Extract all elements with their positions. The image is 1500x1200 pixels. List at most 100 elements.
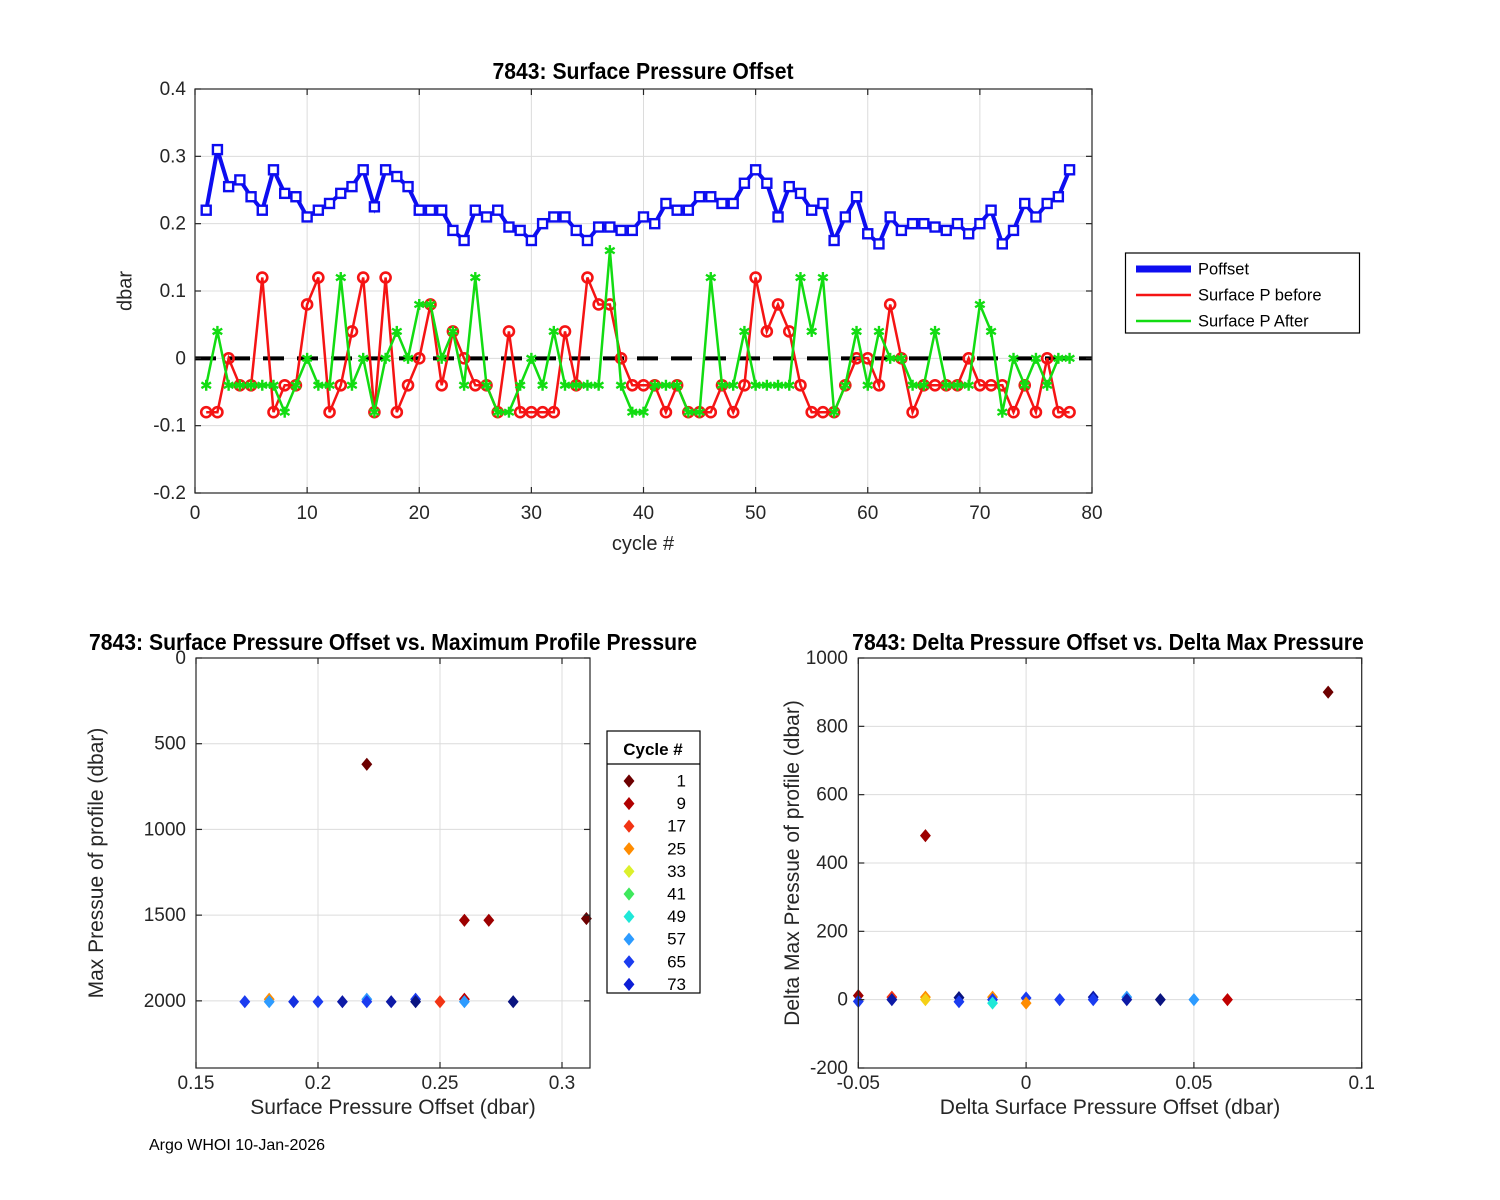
bottom-right-chart-title: 7843: Delta Pressure Offset vs. Delta Ma… <box>852 629 1364 655</box>
circle-marker <box>412 352 426 365</box>
cycle-legend-title: Cycle # <box>623 740 683 759</box>
square-marker <box>1019 197 1031 210</box>
circle-marker <box>547 405 561 419</box>
square-marker <box>761 177 773 189</box>
top-chart-title: 7843: Surface Pressure Offset <box>492 58 794 84</box>
asterisk-marker <box>447 327 459 336</box>
y-tick-label: 0 <box>175 348 186 369</box>
top-chart-ylabel: dbar <box>114 270 137 312</box>
scatter-point <box>458 995 470 1009</box>
x-tick-label: 0.25 <box>422 1073 459 1094</box>
circle-marker <box>1040 352 1054 365</box>
square-marker <box>693 191 706 203</box>
y-tick-label: 0.3 <box>160 146 186 167</box>
scatter-point <box>623 797 635 811</box>
circle-marker <box>906 405 919 419</box>
scatter-point <box>623 842 635 856</box>
axes-box <box>195 657 591 1069</box>
scatter-point <box>1054 993 1066 1007</box>
scatter-point <box>385 995 397 1009</box>
x-tick-label: -0.05 <box>837 1073 880 1094</box>
cycle-legend-label: 1 <box>677 772 686 791</box>
circle-marker <box>1029 405 1043 419</box>
square-marker <box>682 204 695 216</box>
circle-marker <box>390 405 404 419</box>
circle-marker <box>300 298 314 311</box>
square-marker <box>592 221 605 233</box>
square-marker <box>772 211 784 223</box>
square-marker <box>985 204 997 216</box>
y-tick-label: 600 <box>816 785 848 806</box>
square-marker <box>279 187 291 200</box>
asterisk-marker <box>1008 354 1019 363</box>
asterisk-marker <box>458 381 470 390</box>
square-marker <box>962 228 975 240</box>
asterisk-marker <box>604 246 616 255</box>
scatter-point <box>1322 685 1334 699</box>
cycle-legend-label: 17 <box>667 817 686 836</box>
circle-marker <box>401 378 415 392</box>
x-tick-label: 60 <box>857 503 878 524</box>
asterisk-marker <box>1041 381 1053 390</box>
y-tick-label: 1000 <box>806 648 848 669</box>
square-marker <box>379 164 392 176</box>
asterisk-marker <box>582 381 593 390</box>
square-marker <box>357 164 369 176</box>
asterisk-marker <box>828 408 840 417</box>
square-marker <box>402 180 414 193</box>
square-marker <box>850 191 863 203</box>
legend-label-surface-p-before: Surface P before <box>1198 287 1322 305</box>
square-marker <box>424 204 437 216</box>
y-tick-label: -0.2 <box>153 483 186 504</box>
figure-footer: Argo WHOI 10-Jan-2026 <box>149 1137 326 1154</box>
asterisk-marker <box>357 354 369 363</box>
asterisk-marker <box>862 381 874 390</box>
circle-marker <box>558 325 572 338</box>
asterisk-marker <box>817 273 829 282</box>
square-marker <box>649 217 661 230</box>
y-tick-label: 1000 <box>144 819 186 840</box>
square-marker <box>256 204 268 216</box>
asterisk-marker <box>649 381 661 390</box>
asterisk-marker <box>895 354 907 363</box>
asterisk-marker <box>492 408 504 417</box>
square-marker <box>559 211 571 223</box>
scatter-point <box>458 913 470 927</box>
square-marker <box>469 204 482 216</box>
circle-marker <box>312 271 325 284</box>
y-tick-label: 200 <box>816 921 848 942</box>
circle-marker <box>211 405 224 419</box>
cycle-legend-label: 33 <box>667 862 686 881</box>
square-marker <box>906 217 919 230</box>
asterisk-marker <box>256 381 268 390</box>
y-tick-label: -0.1 <box>153 416 186 437</box>
x-tick-label: 0.15 <box>178 1073 215 1094</box>
cycle-legend-label: 57 <box>667 930 686 949</box>
circle-marker <box>872 378 886 392</box>
square-marker <box>536 217 549 230</box>
square-marker <box>626 224 638 237</box>
asterisk-marker <box>301 354 313 363</box>
scatter-point <box>434 995 446 1009</box>
scatter-point <box>507 995 519 1009</box>
square-marker <box>312 204 325 216</box>
bottom-left-chart-xlabel: Surface Pressure Offset (dbar) <box>250 1096 536 1119</box>
x-tick-label: 40 <box>633 503 654 524</box>
circle-marker <box>502 325 516 338</box>
circle-marker <box>334 378 348 392</box>
asterisk-marker <box>929 327 941 336</box>
bottom-right-chart-xlabel: Delta Surface Pressure Offset (dbar) <box>939 1096 1281 1119</box>
asterisk-marker <box>469 273 481 282</box>
square-marker <box>671 204 683 216</box>
square-marker <box>301 211 313 223</box>
square-marker <box>604 221 616 233</box>
circle-marker <box>726 405 740 419</box>
square-marker <box>391 170 403 183</box>
circle-marker <box>581 271 594 284</box>
square-marker <box>1007 224 1020 237</box>
square-marker <box>637 211 650 223</box>
square-marker <box>749 164 762 176</box>
asterisk-marker <box>873 327 885 336</box>
asterisk-marker <box>279 408 291 417</box>
